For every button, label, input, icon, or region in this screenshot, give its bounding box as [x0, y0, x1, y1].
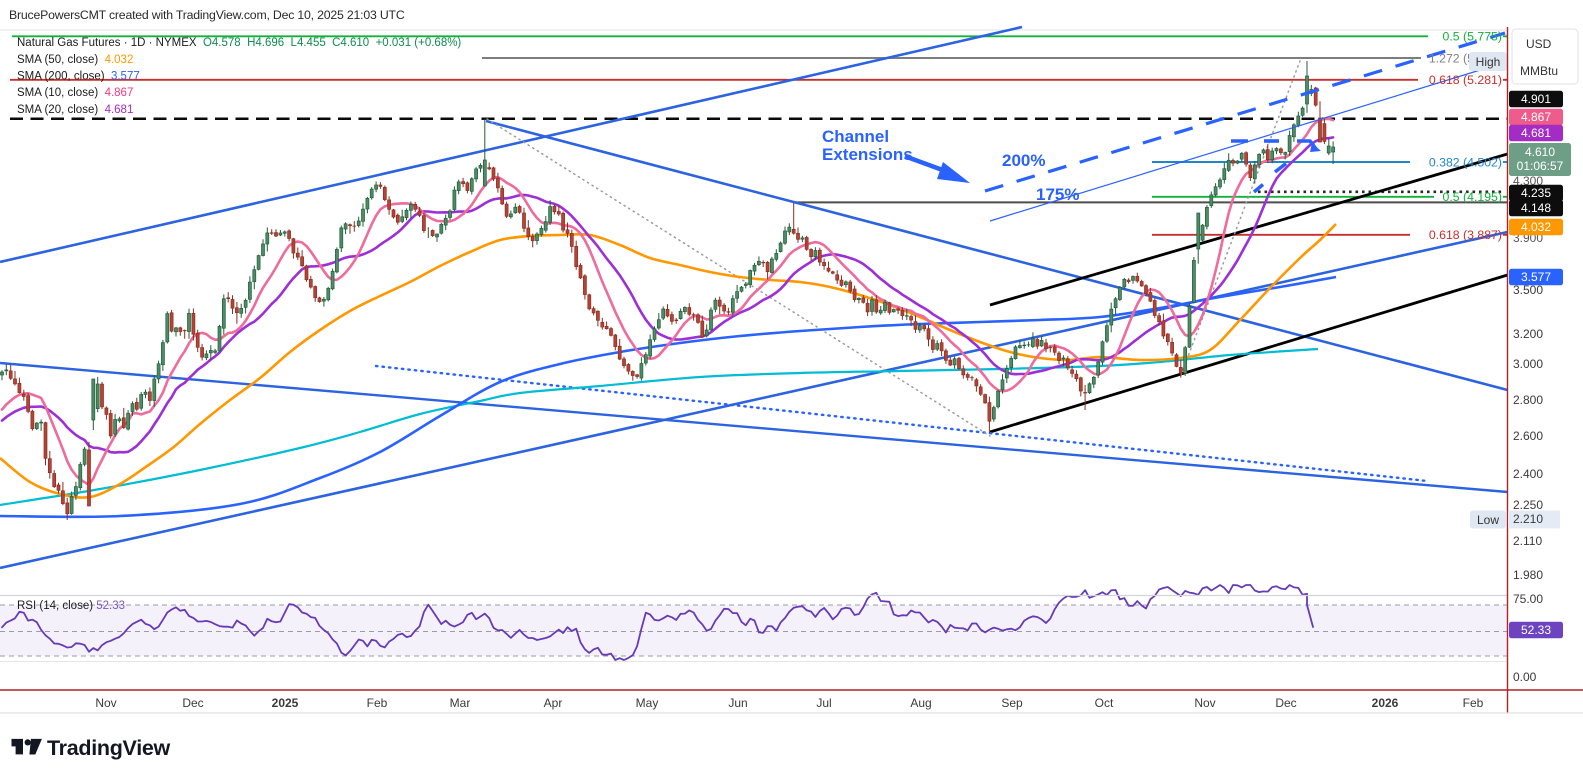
svg-text:75.00: 75.00: [1513, 592, 1543, 606]
svg-text:TradingView: TradingView: [47, 736, 171, 760]
svg-text:2.800: 2.800: [1513, 393, 1543, 407]
svg-text:4.235: 4.235: [1521, 186, 1551, 200]
svg-text:SMA (10, close) 4.867: SMA (10, close) 4.867: [17, 87, 133, 99]
svg-text:2.110: 2.110: [1513, 534, 1542, 548]
svg-text:0.00: 0.00: [1513, 670, 1537, 684]
svg-text:0.618 (5.281): 0.618 (5.281): [1429, 73, 1502, 87]
svg-text:52.33: 52.33: [1521, 623, 1551, 637]
svg-text:0.5 (4.195): 0.5 (4.195): [1443, 190, 1502, 204]
svg-text:Feb: Feb: [1463, 696, 1484, 710]
svg-text:2.400: 2.400: [1513, 467, 1543, 481]
svg-text:4.867: 4.867: [1521, 110, 1551, 124]
svg-text:2.600: 2.600: [1513, 429, 1543, 443]
svg-text:3.577: 3.577: [1521, 270, 1551, 284]
svg-text:Oct: Oct: [1095, 696, 1114, 710]
svg-text:2025: 2025: [272, 696, 299, 710]
svg-text:Mar: Mar: [450, 696, 471, 710]
svg-text:May: May: [636, 696, 659, 710]
svg-text:4.032: 4.032: [1521, 220, 1551, 234]
svg-text:0.5 (5.775): 0.5 (5.775): [1443, 30, 1502, 44]
svg-text:0.618 (3.887): 0.618 (3.887): [1429, 228, 1502, 242]
svg-text:USD: USD: [1526, 37, 1552, 51]
svg-text:4.901: 4.901: [1521, 92, 1551, 106]
svg-text:Feb: Feb: [367, 696, 388, 710]
svg-text:2026: 2026: [1372, 696, 1399, 710]
svg-text:SMA (200, close) 3.577: SMA (200, close) 3.577: [17, 71, 140, 83]
svg-text:4.148: 4.148: [1521, 201, 1551, 215]
svg-text:01:06:57: 01:06:57: [1517, 159, 1564, 173]
svg-text:Apr: Apr: [544, 696, 563, 710]
svg-text:Extensions: Extensions: [822, 145, 913, 164]
svg-text:Dec: Dec: [182, 696, 203, 710]
svg-text:4.610: 4.610: [1525, 145, 1555, 159]
svg-text:1.980: 1.980: [1513, 568, 1543, 582]
svg-text:MMBtu: MMBtu: [1520, 64, 1558, 78]
svg-text:SMA (20, close) 4.681: SMA (20, close) 4.681: [17, 104, 133, 116]
svg-text:Sep: Sep: [1001, 696, 1023, 710]
svg-text:Nov: Nov: [95, 696, 116, 710]
svg-text:High: High: [1476, 55, 1501, 69]
svg-text:RSI (14, close) 52.33: RSI (14, close) 52.33: [17, 600, 125, 612]
svg-text:0.382 (4.502): 0.382 (4.502): [1429, 155, 1502, 169]
svg-text:Natural Gas Futures · 1D · NYM: Natural Gas Futures · 1D · NYMEX O4.578 …: [17, 37, 461, 49]
svg-text:Channel: Channel: [822, 127, 889, 146]
svg-text:Low: Low: [1477, 513, 1499, 527]
svg-text:Nov: Nov: [1194, 696, 1215, 710]
svg-text:Aug: Aug: [910, 696, 931, 710]
svg-text:4.681: 4.681: [1521, 126, 1551, 140]
svg-text:3.200: 3.200: [1513, 327, 1543, 341]
svg-text:175%: 175%: [1036, 185, 1079, 204]
svg-text:Jul: Jul: [816, 696, 831, 710]
svg-text:Dec: Dec: [1275, 696, 1296, 710]
svg-text:Jun: Jun: [728, 696, 747, 710]
svg-text:2.250: 2.250: [1513, 498, 1543, 512]
svg-text:SMA (50, close) 4.032: SMA (50, close) 4.032: [17, 54, 133, 66]
svg-text:2.210: 2.210: [1513, 512, 1543, 526]
svg-text:200%: 200%: [1002, 151, 1045, 170]
svg-text:BrucePowersCMT created with Tr: BrucePowersCMT created with TradingView.…: [9, 8, 405, 22]
svg-text:3.000: 3.000: [1513, 357, 1543, 371]
